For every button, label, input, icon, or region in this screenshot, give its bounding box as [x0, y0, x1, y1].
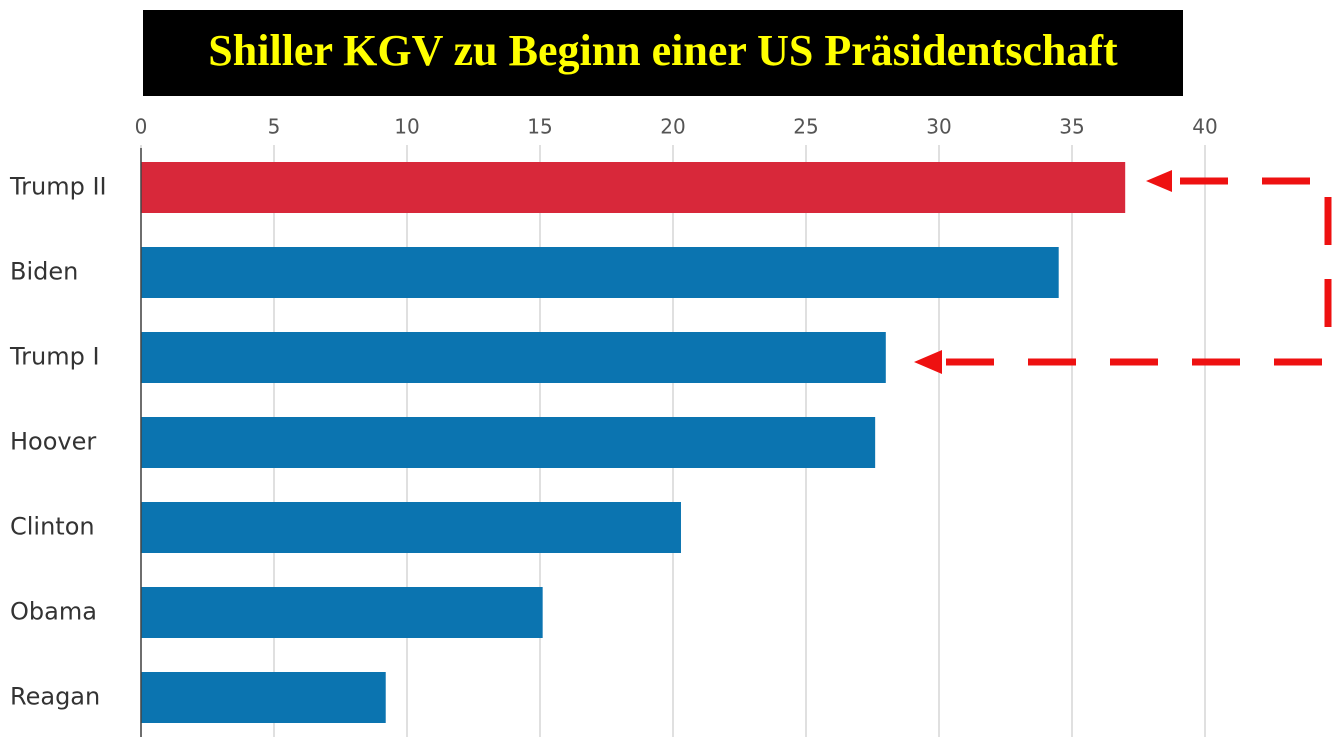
dashed-arrow-line — [930, 177, 1332, 366]
bar — [141, 332, 886, 383]
arrow-head — [1146, 170, 1172, 192]
category-label: Biden — [10, 258, 78, 286]
bar — [141, 247, 1059, 298]
x-tick-label: 30 — [926, 115, 951, 139]
bar — [141, 672, 386, 723]
x-tick-label: 10 — [394, 115, 419, 139]
category-label: Trump II — [9, 173, 107, 201]
x-tick-label: 15 — [527, 115, 552, 139]
arrow-head — [914, 350, 942, 374]
x-tick-label: 5 — [268, 115, 281, 139]
x-tick-label: 25 — [793, 115, 818, 139]
x-tick-label: 35 — [1059, 115, 1084, 139]
category-label: Hoover — [10, 428, 96, 456]
bar — [141, 502, 681, 553]
category-label: Obama — [10, 598, 97, 626]
bar — [141, 162, 1126, 213]
x-tick-label: 0 — [135, 115, 148, 139]
annotation-arrows — [914, 170, 1332, 374]
bars: Trump II Biden Trump I Hoover Clinton Obama Re… — [9, 162, 1126, 723]
category-label: Clinton — [10, 513, 95, 541]
bar — [141, 587, 543, 638]
x-tick-label: 20 — [660, 115, 685, 139]
category-label: Reagan — [10, 683, 100, 711]
title-box — [143, 10, 1183, 96]
category-label: Trump I — [9, 343, 100, 371]
x-tick-label: 40 — [1192, 115, 1217, 139]
bar — [141, 417, 876, 468]
chart-title: Shiller KGV zu Beginn einer US Präsident… — [208, 26, 1118, 75]
